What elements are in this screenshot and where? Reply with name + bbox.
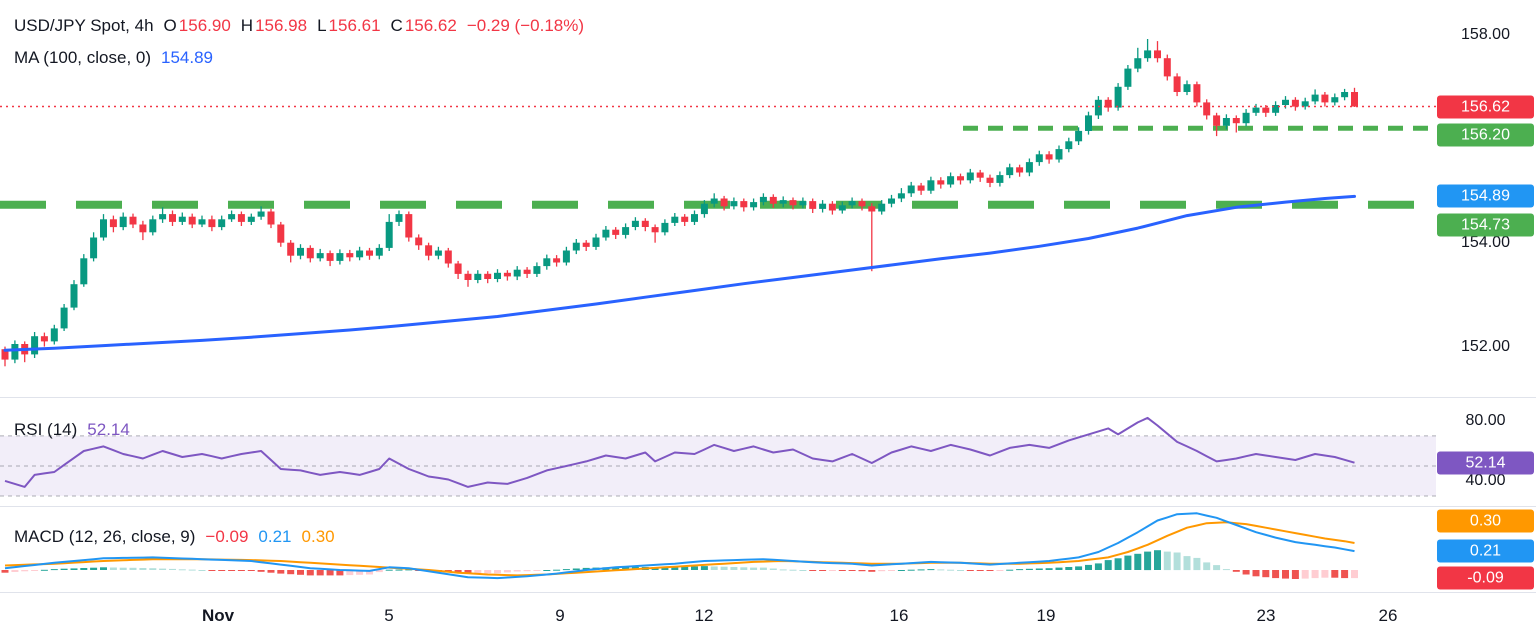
ma-line <box>3 194 1356 352</box>
pane-divider <box>0 592 1536 593</box>
price-axis-badge: 52.14 <box>1437 451 1534 475</box>
time-tick: 16 <box>889 606 909 625</box>
macd-signal-value: 0.30 <box>301 527 335 546</box>
macd-indicator-label: MACD (12, 26, close, 9) <box>14 527 196 546</box>
symbol-title: USD/JPY Spot, 4h <box>14 16 154 35</box>
ohlc-high: H 156.98 <box>240 16 308 35</box>
macd-chart-canvas <box>1 512 1358 580</box>
price-axis-badge: 0.21 <box>1437 539 1534 563</box>
rsi-legend[interactable]: RSI (14) 52.14 <box>14 420 130 440</box>
rsi-indicator-label: RSI (14) <box>14 420 78 439</box>
rsi-chart-canvas <box>0 416 1436 497</box>
macd-pane[interactable]: MACD (12, 26, close, 9) −0.09 0.21 0.30 <box>0 507 1536 592</box>
price-pane[interactable]: USD/JPY Spot, 4h O 156.90 H 156.98 L 156.61… <box>0 0 1536 397</box>
ohlc-open: O 156.90 <box>163 16 231 35</box>
price-axis-label: 152.00 <box>1461 337 1510 355</box>
ma-indicator-value: 154.89 <box>161 48 214 67</box>
price-axis-badge: 0.30 <box>1437 509 1534 533</box>
time-tick: Nov <box>201 606 235 625</box>
price-axis-label: 40.00 <box>1465 472 1506 489</box>
price-change: −0.29 (−0.18%) <box>466 16 585 35</box>
price-chart-canvas <box>0 39 1436 367</box>
price-axis-label: 80.00 <box>1465 412 1506 429</box>
price-axis-label: 158.00 <box>1461 25 1510 43</box>
rsi-line <box>4 416 1355 488</box>
price-axis-badge: 156.62 <box>1437 95 1534 118</box>
time-tick: 12 <box>694 606 714 625</box>
price-axis-badge: -0.09 <box>1437 566 1534 590</box>
price-axis[interactable] <box>1436 0 1536 592</box>
macd-legend[interactable]: MACD (12, 26, close, 9) −0.09 0.21 0.30 <box>14 527 335 547</box>
rsi-pane[interactable]: RSI (14) 52.14 <box>0 398 1536 506</box>
ohlc-low: L 156.61 <box>317 16 381 35</box>
price-legend-row-2[interactable]: MA (100, close, 0) 154.89 <box>14 48 213 68</box>
pane-divider[interactable] <box>0 397 1536 398</box>
macd-line <box>4 512 1355 580</box>
macd-line-value: 0.21 <box>258 527 292 546</box>
ohlc-close: C 156.62 <box>390 16 457 35</box>
price-legend-row-1[interactable]: USD/JPY Spot, 4h O 156.90 H 156.98 L 156.61… <box>14 16 584 36</box>
time-tick: 5 <box>384 606 394 625</box>
price-axis-label: 154.00 <box>1461 233 1510 251</box>
pane-divider[interactable] <box>0 506 1536 507</box>
time-tick: 9 <box>555 606 565 625</box>
macd-histogram-value: −0.09 <box>205 527 249 546</box>
ma-indicator-label: MA (100, close, 0) <box>14 48 152 67</box>
time-tick: 19 <box>1036 606 1056 625</box>
rsi-band <box>0 435 1436 496</box>
price-axis-badge: 156.20 <box>1437 123 1534 147</box>
time-tick: 26 <box>1378 606 1398 625</box>
price-axis-badge: 154.73 <box>1437 213 1534 237</box>
rsi-indicator-value: 52.14 <box>87 420 130 439</box>
time-tick: 23 <box>1256 606 1276 625</box>
price-axis-badge: 154.89 <box>1437 184 1534 208</box>
